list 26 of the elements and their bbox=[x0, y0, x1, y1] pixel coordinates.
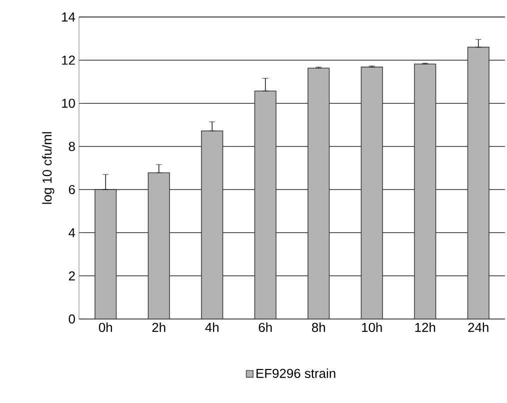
x-tick-label: 0h bbox=[98, 322, 112, 332]
bar bbox=[254, 90, 276, 320]
bar bbox=[148, 172, 170, 320]
bar bbox=[201, 130, 224, 320]
y-tick-label: 2 bbox=[68, 271, 75, 280]
legend-label: EF9296 strain bbox=[256, 368, 336, 378]
y-tick-label: 10 bbox=[62, 98, 75, 108]
x-tick-label: 2h bbox=[152, 322, 166, 332]
y-axis-title: log 10 cfu/ml bbox=[42, 132, 54, 204]
y-tick-label: 4 bbox=[68, 228, 76, 238]
y-tick-label: 8 bbox=[68, 142, 75, 152]
x-tick-label: 12h bbox=[415, 322, 436, 332]
y-tick-label: 6 bbox=[68, 184, 75, 194]
bar bbox=[360, 66, 383, 320]
x-tick-label: 8h bbox=[312, 322, 325, 332]
x-tick-label: 4h bbox=[205, 322, 218, 332]
y-tick-label: 12 bbox=[62, 56, 75, 65]
bar bbox=[308, 68, 330, 320]
y-tick-label: 14 bbox=[62, 12, 76, 22]
x-tick-label: 10h bbox=[362, 322, 382, 332]
bar bbox=[467, 46, 490, 320]
bar bbox=[414, 64, 436, 320]
x-tick-label: 24h bbox=[468, 322, 488, 332]
y-tick-label: 0 bbox=[68, 314, 75, 324]
bar bbox=[94, 189, 117, 320]
x-tick-label: 6h bbox=[258, 322, 272, 332]
